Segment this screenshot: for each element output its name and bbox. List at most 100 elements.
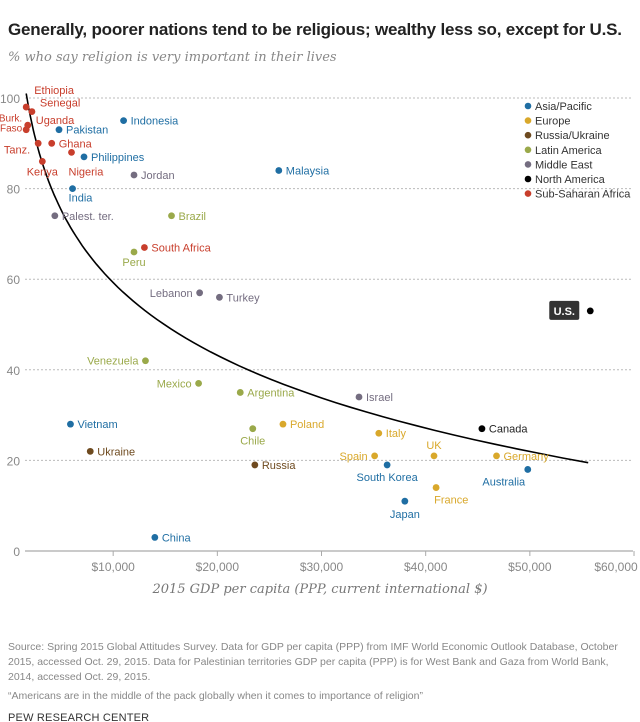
x-tick-label: $30,000 <box>300 560 344 574</box>
data-label: Vietnam <box>77 419 117 431</box>
data-point <box>38 158 46 165</box>
data-point <box>251 461 259 469</box>
data-label: Palest. ter. <box>62 211 114 223</box>
scatter-plot: 0 20 40 60 80 100 $10,000 $20,000 $30,000 $40,000… <box>0 85 638 574</box>
data-label: Canada <box>489 424 528 436</box>
x-tick-label: $50,000 <box>508 560 552 574</box>
legend-marker <box>524 161 532 168</box>
y-tick-label: 100 <box>0 92 20 106</box>
y-tick-label: 20 <box>7 454 21 468</box>
brand-name: PEW RESEARCH CENTER <box>8 712 150 722</box>
data-point <box>383 461 391 469</box>
data-label: Chile <box>240 436 265 448</box>
data-point <box>28 108 36 115</box>
data-point <box>401 497 409 505</box>
legend-label: Europe <box>535 116 570 128</box>
data-label: China <box>162 532 192 544</box>
data-label: Russia <box>262 460 297 472</box>
data-point <box>524 466 532 473</box>
headline-note: “Americans are in the middle of the pack… <box>8 690 423 702</box>
legend-label: Latin America <box>535 145 603 157</box>
data-point <box>141 244 148 251</box>
x-tick-label: $60,000 <box>594 560 638 574</box>
data-label: Malaysia <box>286 165 330 177</box>
data-point <box>375 429 383 437</box>
data-label: Spain <box>339 451 367 463</box>
data-label: Ethiopia <box>34 85 75 97</box>
x-axis-label: 2015 GDP per capita (PPP, current intern… <box>152 582 488 597</box>
data-label: Indonesia <box>131 116 180 128</box>
data-label: U.S. <box>554 306 575 318</box>
x-tick-label: $40,000 <box>404 560 448 574</box>
data-point <box>355 393 363 401</box>
y-tick-label: 60 <box>7 273 21 287</box>
data-point <box>586 307 594 315</box>
data-point <box>279 420 287 428</box>
data-point <box>249 425 257 433</box>
data-point <box>493 452 500 460</box>
data-point <box>275 167 283 174</box>
data-label: South Africa <box>151 242 211 254</box>
data-label: Jordan <box>141 170 175 182</box>
legend-marker <box>524 190 532 197</box>
y-tick-label: 80 <box>7 183 21 197</box>
data-point <box>196 289 204 297</box>
data-label: UK <box>426 440 442 452</box>
data-label: Philippines <box>91 152 145 164</box>
data-label: France <box>434 495 468 507</box>
data-label: Venezuela <box>87 356 139 368</box>
data-label: Nigeria <box>69 166 105 178</box>
data-label: Burk. <box>0 114 22 125</box>
data-label: Mexico <box>157 378 192 390</box>
data-label: Kenya <box>27 166 59 178</box>
data-label: Pakistan <box>66 125 108 137</box>
chart-title: Generally, poorer nations tend to be rel… <box>8 20 622 39</box>
data-point <box>86 447 94 455</box>
data-label: Tanz. <box>4 144 30 156</box>
legend-marker <box>524 102 532 110</box>
x-tick-label: $10,000 <box>91 560 135 574</box>
data-label: Japan <box>390 509 420 521</box>
data-label: Ukraine <box>97 446 135 458</box>
data-label: Faso <box>0 124 23 135</box>
legend-label: Middle East <box>535 159 592 171</box>
data-point <box>478 425 486 433</box>
data-label: Peru <box>122 257 145 269</box>
data-point <box>151 534 159 541</box>
data-label: Israel <box>366 392 393 404</box>
data-point <box>236 389 244 396</box>
data-point <box>68 148 75 156</box>
data-point <box>168 212 175 220</box>
chart-subtitle: % who say religion is very important in … <box>8 50 337 65</box>
data-label: Senegal <box>40 98 80 110</box>
legend-label: North America <box>535 174 606 186</box>
data-point <box>430 452 438 460</box>
data-label: Ghana <box>59 138 93 150</box>
legend-marker <box>524 131 532 139</box>
legend-label: Russia/Ukraine <box>535 130 610 142</box>
data-label: Argentina <box>247 387 295 399</box>
data-label: South Korea <box>357 472 419 484</box>
data-label: Lebanon <box>150 288 193 300</box>
source-note: Source: Spring 2015 Global Attitudes Sur… <box>8 641 618 683</box>
data-point <box>22 126 30 134</box>
data-point <box>22 103 30 111</box>
us-label-box <box>549 300 580 320</box>
data-point <box>34 139 42 147</box>
data-point <box>130 248 138 256</box>
data-point <box>120 117 127 125</box>
data-label: Turkey <box>226 292 260 304</box>
data-point <box>55 126 63 134</box>
legend-marker <box>524 117 532 124</box>
data-label: Poland <box>290 419 324 431</box>
data-label: Italy <box>386 428 407 440</box>
legend-marker <box>524 175 532 183</box>
data-label: Brazil <box>179 211 207 223</box>
x-tick-label: $20,000 <box>196 560 240 574</box>
y-tick-label: 0 <box>13 545 20 559</box>
data-point <box>51 212 59 220</box>
data-label: Australia <box>482 476 526 488</box>
data-point <box>195 379 202 387</box>
legend-label: Asia/Pacific <box>535 101 592 113</box>
data-point <box>80 153 88 161</box>
